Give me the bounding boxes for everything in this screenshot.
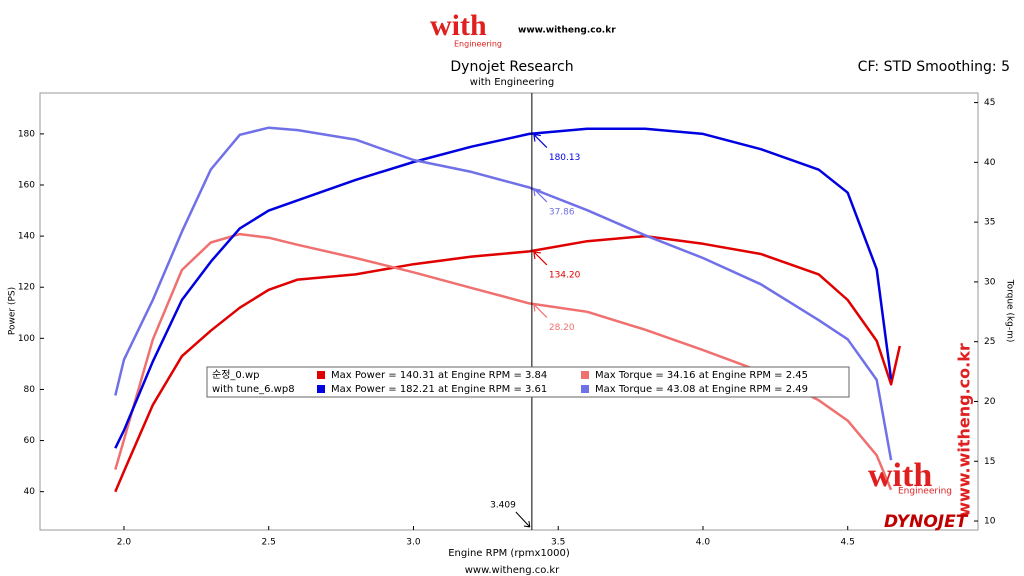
legend-swatch (581, 371, 589, 379)
x-axis-label: Engine RPM (rpmx1000) (448, 548, 570, 559)
cursor-arrow (533, 188, 548, 203)
y2-tick-label: 15 (984, 457, 995, 467)
cursor-arrow (533, 303, 548, 318)
settings-note: CF: STD Smoothing: 5 (858, 59, 1010, 75)
legend-entry: Max Power = 182.21 at Engine RPM = 3.61 (331, 384, 547, 395)
y2-tick-label: 30 (984, 277, 996, 287)
series-line (114, 127, 893, 449)
y-tick-label: 40 (24, 487, 36, 497)
y2-tick-label: 25 (984, 337, 995, 347)
x-tick-label: 4.5 (841, 538, 855, 548)
legend-run: 순정_0.wp (212, 369, 259, 381)
x-tick-label: 4.0 (696, 538, 711, 548)
series-line (114, 234, 902, 493)
legend-swatch (317, 371, 325, 379)
y-tick-label: 80 (24, 385, 36, 395)
logo: with (430, 9, 487, 42)
cursor-readout: 180.13 (549, 153, 581, 163)
cursor-readout: 28.20 (549, 323, 575, 333)
y2-tick-label: 20 (984, 397, 996, 407)
logo-url: www.witheng.co.kr (518, 26, 616, 36)
y-tick-label: 140 (18, 232, 35, 242)
x-tick-label: 3.0 (406, 538, 421, 548)
y2-axis-label: Torque (kg-m) (1005, 279, 1015, 343)
y-axis-label: Power (PS) (8, 287, 18, 335)
chart-title: Dynojet Research (450, 59, 573, 75)
y-tick-label: 160 (18, 181, 35, 191)
legend-swatch (581, 385, 589, 393)
y-tick-label: 180 (18, 129, 35, 139)
maker-logo: DYNOJET (884, 512, 969, 532)
plot-frame (39, 92, 979, 531)
x-tick-label: 2.0 (117, 538, 132, 548)
cursor-readout: 134.20 (549, 270, 581, 280)
x-tick-label: 2.5 (262, 538, 276, 548)
legend-entry: Max Power = 140.31 at Engine RPM = 3.84 (331, 370, 547, 381)
legend-entry: Max Torque = 34.16 at Engine RPM = 2.45 (595, 370, 808, 381)
x-tick-label: 3.5 (551, 538, 565, 548)
legend-box (206, 366, 850, 398)
cursor-arrow (533, 133, 548, 148)
y-tick-label: 60 (24, 436, 36, 446)
cursor-x-label: 3.409 (490, 501, 516, 511)
cursor-x-arrow (515, 511, 531, 528)
side-url: www.witheng.co.kr (955, 343, 974, 517)
y2-tick-label: 10 (984, 517, 996, 527)
watermark-logo: with (868, 457, 932, 494)
y-tick-label: 100 (18, 334, 35, 344)
footer: www.witheng.co.kr (465, 565, 560, 576)
y2-tick-label: 35 (984, 218, 995, 228)
legend-entry: Max Torque = 43.08 at Engine RPM = 2.49 (595, 384, 808, 395)
y2-tick-label: 40 (984, 158, 996, 168)
legend-run: with tune_6.wp8 (212, 384, 295, 395)
cursor-readout: 37.86 (549, 207, 575, 217)
cursor-arrow (533, 251, 548, 266)
series-line (114, 126, 893, 461)
legend-swatch (317, 385, 325, 393)
logo-sub: Engineering (454, 40, 502, 49)
y-tick-label: 120 (18, 283, 35, 293)
chart-subtitle: with Engineering (470, 77, 554, 88)
watermark-sub: Engineering (898, 487, 952, 497)
y2-tick-label: 45 (984, 98, 995, 108)
